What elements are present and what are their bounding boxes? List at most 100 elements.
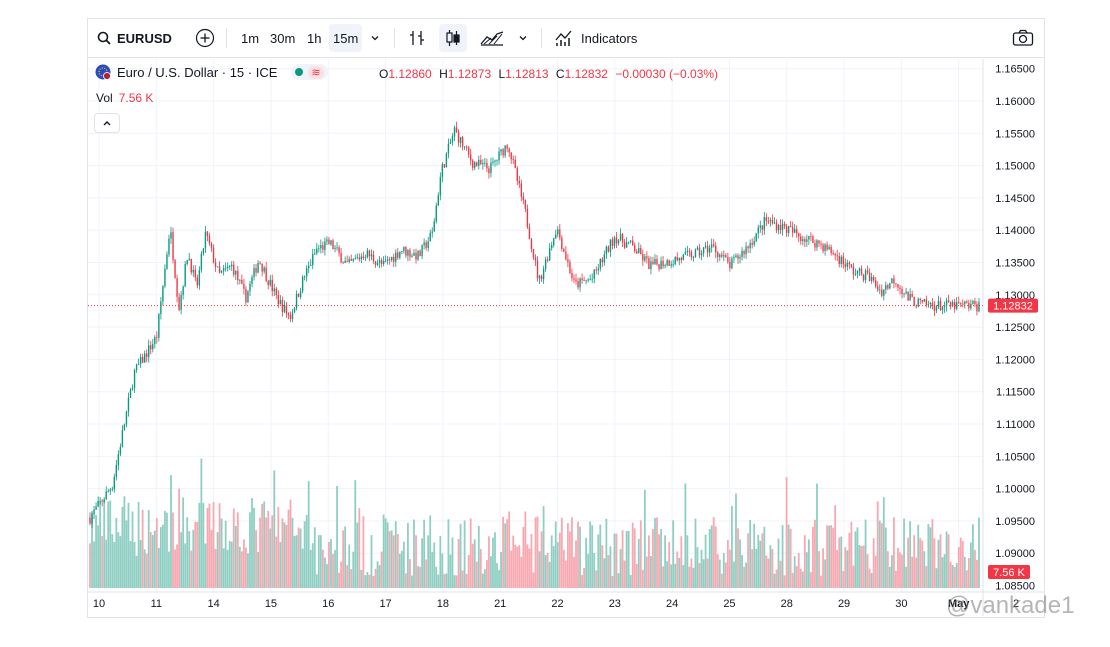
indicators-button[interactable]: Indicators: [554, 18, 637, 58]
volume-bar: [461, 570, 464, 588]
candle-body: [229, 266, 231, 268]
candle-body: [949, 302, 952, 307]
candle-body: [405, 246, 407, 256]
volume-bar: [935, 568, 938, 588]
volume-bar: [775, 569, 778, 588]
volume-bar: [737, 528, 739, 588]
candle-body: [818, 240, 820, 244]
collapse-legend-button[interactable]: [94, 113, 120, 133]
volume-bar: [680, 536, 683, 588]
x-tick-label: 18: [437, 598, 449, 610]
volume-bar: [370, 535, 373, 588]
candle-body: [91, 514, 93, 524]
volume-bar: [309, 549, 312, 588]
volume-bar: [362, 516, 365, 588]
volume-bar: [633, 528, 636, 588]
candle-body: [184, 264, 186, 287]
candle-body: [775, 222, 778, 231]
candle-body: [751, 243, 753, 245]
area-chart-type-button[interactable]: [479, 18, 505, 58]
candle-body: [802, 239, 804, 242]
candles: [89, 121, 980, 528]
compare-button[interactable]: [195, 18, 215, 58]
symbol-search[interactable]: EURUSD: [97, 18, 172, 58]
candle-body: [931, 302, 934, 307]
candle-body: [176, 278, 178, 297]
volume-bar: [947, 534, 950, 588]
volume-bar: [188, 531, 191, 588]
volume-bar: [295, 535, 298, 588]
volume-bar: [228, 540, 231, 588]
candle-body: [956, 302, 958, 309]
candle-body: [170, 232, 172, 239]
volume-bar: [676, 551, 679, 588]
volume-bar: [957, 547, 960, 588]
timeframe-1h[interactable]: 1h: [307, 30, 322, 46]
candles-chart-type-button[interactable]: [439, 24, 467, 52]
candle-body: [646, 256, 648, 259]
volume-bar: [91, 510, 93, 588]
volume-bar: [739, 539, 741, 588]
candle-body: [490, 162, 492, 174]
volume-bar: [763, 526, 766, 588]
volume-bar: [858, 545, 861, 588]
volume-bar: [733, 561, 735, 588]
volume-bar: [93, 541, 95, 588]
candle-body: [555, 234, 557, 239]
candle-body: [913, 296, 915, 306]
candle-body: [275, 288, 277, 295]
chart-type-dropdown[interactable]: [518, 18, 528, 58]
candle-body: [295, 294, 298, 309]
volume-bar: [874, 555, 877, 588]
candle-body: [899, 287, 901, 289]
candle-body: [156, 337, 158, 338]
x-tick-label: 14: [208, 598, 220, 610]
volume-bar: [200, 458, 203, 588]
candle-body: [571, 273, 573, 279]
market-status[interactable]: ≋: [291, 64, 328, 80]
candle-body: [941, 307, 944, 310]
candle-body: [848, 262, 851, 265]
timeframe-1m[interactable]: 1m: [241, 30, 260, 46]
candle-body: [133, 369, 136, 388]
candle-body: [538, 275, 541, 279]
volume-bar: [662, 566, 664, 588]
volume-bar: [271, 515, 274, 588]
volume-bar: [767, 558, 770, 588]
volume-bar: [103, 499, 106, 588]
volume-bar: [411, 575, 413, 588]
candle-body: [330, 240, 332, 245]
candle-body: [838, 256, 840, 264]
volume-bar: [131, 511, 134, 588]
volume-bar: [265, 517, 268, 588]
candle-body: [419, 250, 421, 257]
screenshot-button[interactable]: [1012, 18, 1034, 58]
volume-bar: [911, 556, 914, 588]
candle-body: [933, 306, 936, 311]
volume-bar: [755, 548, 758, 588]
timeframe-dropdown[interactable]: [370, 18, 380, 58]
area-chart-icon: [480, 31, 504, 46]
x-tick-label: 16: [322, 598, 334, 610]
y-tick-label: 1.14500: [995, 193, 1035, 205]
candle-body: [739, 257, 741, 259]
candle-body: [227, 266, 229, 269]
volume-bar: [949, 561, 952, 588]
candle-body: [856, 271, 859, 274]
bar-chart-type-button[interactable]: [407, 18, 427, 58]
volume-bar: [388, 531, 391, 588]
volume-bar: [315, 574, 318, 588]
candle-body: [557, 229, 559, 235]
candle-body: [415, 252, 417, 260]
candle-body: [370, 254, 373, 257]
timeframe-15m[interactable]: 15m: [329, 24, 363, 52]
timeframe-30m[interactable]: 30m: [270, 30, 296, 46]
volume-bar: [959, 537, 962, 588]
candle-body: [925, 299, 928, 305]
candle-body: [860, 268, 863, 275]
candle-body: [374, 261, 377, 265]
volume-bar: [532, 572, 535, 588]
x-tick-label: 29: [838, 598, 850, 610]
candle-body: [255, 268, 257, 273]
